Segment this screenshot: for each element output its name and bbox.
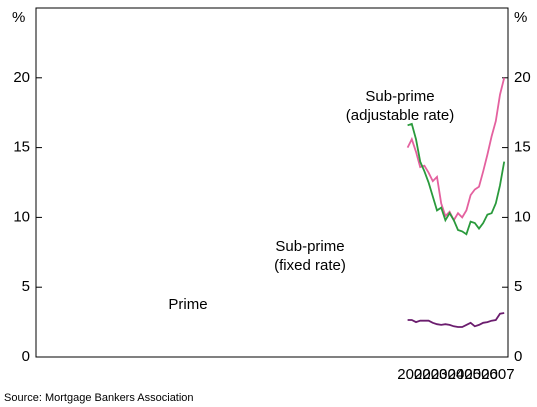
series-sublabel: (fixed rate) (274, 257, 346, 274)
y-tick-label: 15 (13, 139, 30, 156)
y-tick-label-right: 15 (514, 139, 531, 156)
x-tick-label: 2002 (397, 366, 430, 383)
plot-frame (35, 7, 509, 358)
y-tick-label-right: 20 (514, 69, 531, 86)
x-tick-label: 2007 (481, 366, 514, 383)
y-tick-label: 0 (22, 348, 30, 365)
series-line (407, 312, 505, 328)
series-label: Prime (168, 296, 207, 313)
y-tick-label: 10 (13, 208, 30, 225)
source: Source: Mortgage Bankers Association (4, 392, 194, 404)
series-line (407, 122, 506, 236)
x-tick-label: 2004 (431, 366, 464, 383)
series-sublabel: (adjustable rate) (346, 107, 454, 124)
series-line (406, 77, 506, 223)
series-label: Sub-prime (365, 88, 434, 105)
x-tick-label: 2005 (448, 366, 481, 383)
y-tick-label-right: 5 (514, 278, 522, 295)
series-label: Sub-prime (275, 238, 344, 255)
y-tick-label-right: 10 (514, 208, 531, 225)
y-tick-label: 20 (13, 69, 30, 86)
y-tick-label-right: 0 (514, 348, 522, 365)
x-tick-label: 2006 (464, 366, 497, 383)
y-unit-left: % (12, 9, 25, 26)
x-tick-label: 2003 (414, 366, 447, 383)
y-unit-right: % (514, 9, 527, 26)
y-tick-label: 5 (22, 278, 30, 295)
